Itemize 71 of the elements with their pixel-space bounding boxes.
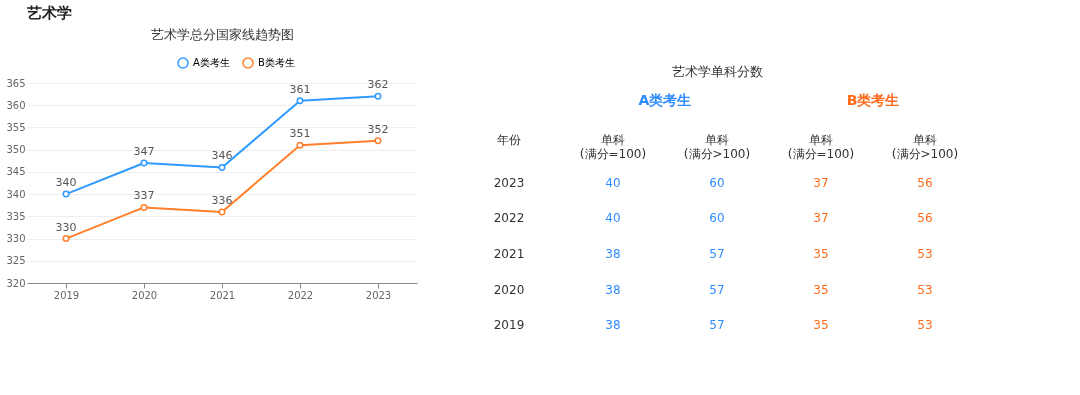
data-label: 362 (367, 78, 389, 92)
y-tick-label: 2022 (493, 211, 525, 226)
data-label: 352 (367, 122, 389, 136)
y-tick-label: 350 (6, 144, 26, 156)
data-label: 38 (605, 318, 621, 333)
data-label: 40 (605, 211, 621, 226)
point (374, 92, 382, 100)
data-label: 37 (813, 175, 829, 190)
data-label: 57 (709, 282, 725, 297)
data-label: 337 (133, 189, 155, 203)
data-label: 56 (917, 175, 933, 190)
y-tick-label: 2019 (493, 318, 525, 333)
data-label: 340 (55, 176, 77, 190)
point (62, 235, 70, 243)
x-tick-label: 2019 (53, 289, 80, 301)
y-tick-label: 320 (6, 277, 26, 289)
data-label: 57 (709, 246, 725, 261)
data-label: 60 (709, 211, 725, 226)
y-tick-label: 2021 (493, 246, 525, 261)
data-label: 56 (917, 211, 933, 226)
data-label: 361 (289, 82, 311, 96)
chart-title: 艺术学单科分数 (671, 64, 763, 79)
data-label: 336 (211, 193, 233, 207)
x-tick-label: 单科 (满分>100) (891, 132, 959, 161)
data-label: 53 (917, 246, 933, 261)
data-label: 38 (605, 246, 621, 261)
x-tick-label: 单科 (满分>100) (683, 132, 751, 161)
y-tick-label: 355 (6, 121, 26, 133)
x-tick-label: 2022 (287, 289, 314, 301)
point (218, 163, 226, 171)
y-tick-label: 325 (6, 255, 26, 267)
x-tick-label: 单科 (满分=100) (579, 132, 647, 161)
data-label: 35 (813, 246, 829, 261)
y-tick-label: 2023 (493, 175, 525, 190)
y-tick-label: 340 (6, 188, 26, 200)
data-label: 40 (605, 175, 621, 190)
text: A类考生 (638, 91, 692, 108)
point (296, 141, 304, 149)
text: 艺术学 (26, 4, 72, 22)
x-tick-label: 单科 (满分=100) (787, 132, 855, 161)
x-tick-label: 2023 (365, 289, 392, 301)
chart-title: 艺术学总分国家线趋势图 (150, 27, 294, 42)
text: B类考生 (846, 91, 900, 108)
y-tick-label: 360 (6, 99, 26, 111)
point (140, 203, 148, 211)
data-label: 57 (709, 318, 725, 333)
data-label: 60 (709, 175, 725, 190)
legend-label: B类考生 (258, 57, 295, 68)
text: 年份 (497, 132, 521, 147)
legend-label: A类考生 (193, 57, 230, 68)
x-tick-label: 2021 (209, 289, 236, 301)
point (374, 137, 382, 145)
data-label: 35 (813, 282, 829, 297)
data-label: 53 (917, 282, 933, 297)
y-tick-label: 335 (6, 210, 26, 222)
data-label: 38 (605, 282, 621, 297)
y-tick-label: 365 (6, 77, 26, 89)
data-label: 330 (55, 220, 77, 234)
point (218, 208, 226, 216)
point (296, 97, 304, 105)
data-label: 53 (917, 318, 933, 333)
data-label: 37 (813, 211, 829, 226)
data-label: 35 (813, 318, 829, 333)
y-tick-label: 330 (6, 233, 26, 245)
point (140, 159, 148, 167)
data-label: 347 (133, 145, 155, 158)
x-tick-label: 2020 (131, 289, 158, 301)
data-label: 346 (211, 149, 233, 163)
data-label: 351 (289, 127, 311, 141)
point (62, 190, 70, 198)
y-tick-label: 345 (6, 166, 26, 178)
